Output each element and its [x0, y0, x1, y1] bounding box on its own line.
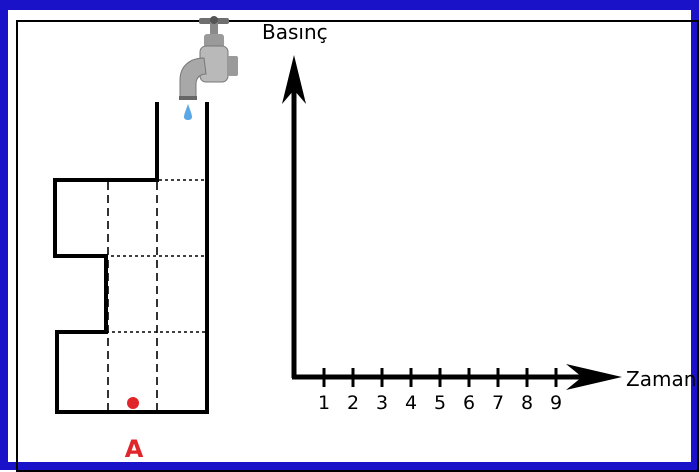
x-tick-label-5: 5 — [434, 392, 446, 414]
x-axis — [292, 364, 622, 390]
faucet-icon — [179, 16, 238, 100]
x-tick-label-3: 3 — [376, 392, 388, 414]
x-tick-label-6: 6 — [463, 392, 475, 414]
x-axis-label: Zaman — [626, 367, 696, 391]
x-tick-label-8: 8 — [521, 392, 533, 414]
point-a-label: A — [125, 435, 144, 463]
x-tick-label-7: 7 — [492, 392, 504, 414]
grid-lines — [107, 182, 158, 410]
container-outline — [53, 102, 209, 414]
y-axis-label: Basınç — [262, 20, 328, 44]
x-tick-label-4: 4 — [405, 392, 417, 414]
x-tick-label-9: 9 — [550, 392, 562, 414]
y-axis — [282, 55, 306, 378]
water-drop-icon — [184, 104, 192, 120]
x-tick-label-2: 2 — [347, 392, 359, 414]
x-tick-label-1: 1 — [318, 392, 330, 414]
point-a-marker — [127, 397, 139, 409]
